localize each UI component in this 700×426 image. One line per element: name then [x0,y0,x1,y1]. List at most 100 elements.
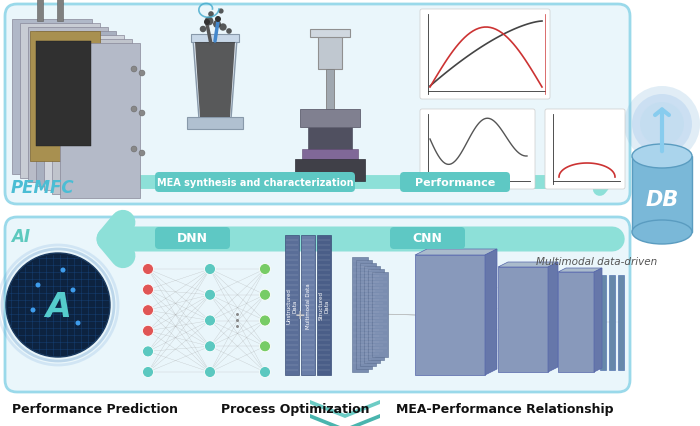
Bar [317,236,331,375]
Polygon shape [28,28,108,183]
Ellipse shape [632,145,692,169]
Bar [632,157,692,233]
Polygon shape [310,400,380,418]
Circle shape [632,95,692,155]
Circle shape [204,290,216,301]
Circle shape [208,12,213,18]
Text: PEMFC: PEMFC [11,178,75,196]
Circle shape [143,305,153,316]
Circle shape [139,151,145,157]
Text: Multimodal Data: Multimodal Data [305,282,311,328]
Circle shape [36,283,41,288]
Text: Unstructured
Data: Unstructured Data [286,288,297,323]
Bar [37,0,43,22]
Bar [295,160,365,181]
Bar [600,275,606,370]
Circle shape [204,341,216,352]
Polygon shape [44,36,124,190]
Circle shape [236,325,239,328]
Text: DNN: DNN [177,232,208,245]
FancyBboxPatch shape [390,227,465,249]
Circle shape [107,95,113,101]
Bar [187,118,243,130]
Polygon shape [36,32,116,187]
Text: Performance Prediction: Performance Prediction [12,402,178,415]
Circle shape [215,17,221,23]
Polygon shape [12,20,92,175]
Circle shape [204,367,216,377]
Polygon shape [415,249,497,256]
Polygon shape [594,268,602,372]
Polygon shape [310,414,380,426]
Bar [57,0,63,22]
Circle shape [204,17,214,26]
Text: AI: AI [11,227,30,245]
Circle shape [219,24,227,32]
Bar [310,30,350,38]
Bar [415,256,485,375]
Circle shape [143,285,153,295]
Circle shape [115,59,121,65]
Bar [609,275,615,370]
Bar [364,266,380,363]
Circle shape [123,103,129,109]
Bar [191,35,239,43]
Circle shape [123,63,129,69]
Circle shape [76,321,80,326]
Circle shape [204,264,216,275]
Circle shape [123,143,129,149]
Circle shape [107,135,113,141]
Circle shape [260,264,270,275]
Text: DB: DB [645,190,678,210]
Bar [302,150,358,161]
Circle shape [115,99,121,105]
Text: +: + [295,309,305,322]
Circle shape [131,107,137,113]
Circle shape [91,127,97,132]
Bar [360,263,376,366]
FancyBboxPatch shape [545,110,625,190]
FancyBboxPatch shape [420,10,550,100]
Polygon shape [60,44,140,199]
Circle shape [131,147,137,153]
Circle shape [99,131,105,137]
FancyBboxPatch shape [400,173,510,193]
Bar [352,257,368,372]
Circle shape [46,313,50,318]
Bar [285,236,299,375]
Circle shape [131,67,137,73]
Bar [30,32,100,161]
Circle shape [115,139,121,145]
Text: Multimodal data-driven: Multimodal data-driven [536,256,657,266]
FancyBboxPatch shape [5,218,630,392]
Bar [372,272,388,357]
Circle shape [6,253,110,357]
Circle shape [236,319,239,322]
Bar [368,269,384,360]
Circle shape [624,87,700,163]
FancyBboxPatch shape [155,227,230,249]
Circle shape [107,55,113,61]
Circle shape [260,290,270,301]
Circle shape [204,315,216,326]
Circle shape [199,27,206,33]
Bar [356,260,372,369]
Circle shape [213,21,221,29]
Bar [300,110,360,128]
Ellipse shape [632,221,692,245]
FancyBboxPatch shape [155,173,355,193]
Circle shape [143,346,153,357]
Polygon shape [498,262,558,268]
Text: Structured
Data: Structured Data [318,291,330,320]
Circle shape [218,9,223,14]
Circle shape [99,51,105,57]
FancyBboxPatch shape [5,5,630,204]
Circle shape [260,315,270,326]
Circle shape [71,288,76,293]
Circle shape [236,313,239,316]
Bar [558,272,594,372]
Text: Process Optimization: Process Optimization [220,402,370,415]
Circle shape [640,103,684,147]
Bar [618,275,624,370]
Text: MEA synthesis and characterization: MEA synthesis and characterization [157,178,354,187]
